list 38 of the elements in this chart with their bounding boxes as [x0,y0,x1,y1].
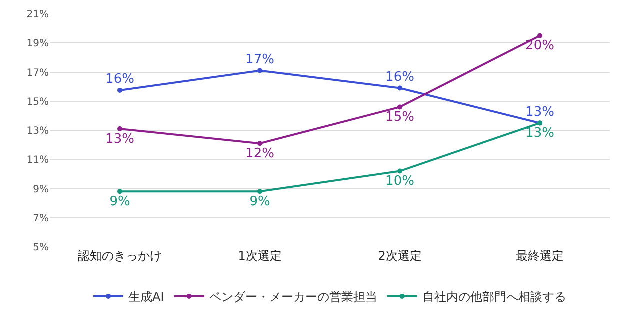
y-tick-label: 9% [33,184,49,196]
data-label: 17% [246,52,274,68]
point [398,86,402,91]
x-tick-label: 2次選定 [378,249,422,263]
point [258,68,262,74]
point [118,189,122,194]
data-label: 13% [106,132,134,147]
y-tick-label: 17% [26,68,49,79]
data-label: 12% [246,146,274,162]
legend-label: ベンダー・メーカーの営業担当 [209,290,378,304]
data-label: 20% [526,38,554,54]
x-tick-label: 1次選定 [238,249,282,263]
data-label: 16% [386,70,414,85]
data-label: 9% [110,194,130,210]
y-tick-label: 19% [26,38,49,50]
data-label: 13% [526,104,554,120]
y-tick-label: 13% [26,126,49,137]
legend-label: 自社内の他部門へ相談する [422,290,566,304]
y-tick-label: 5% [33,242,49,254]
data-label: 9% [250,194,270,210]
x-tick-label: 最終選定 [516,249,564,263]
data-label: 13% [526,126,554,142]
y-tick-label: 11% [26,155,49,166]
point [258,141,262,146]
point [398,104,402,110]
x-tick-label: 認知のきっかけ [78,249,162,263]
point [258,189,262,194]
data-label: 16% [106,72,134,88]
point [118,88,122,93]
point [538,33,542,38]
y-tick-label: 21% [26,10,49,20]
y-tick-label: 15% [26,96,49,108]
data-label: 10% [386,174,414,190]
y-tick-label: 7% [33,213,49,224]
point [118,126,122,132]
legend-label: 生成AI [128,290,164,304]
data-label: 15% [386,110,414,126]
point [398,168,402,174]
